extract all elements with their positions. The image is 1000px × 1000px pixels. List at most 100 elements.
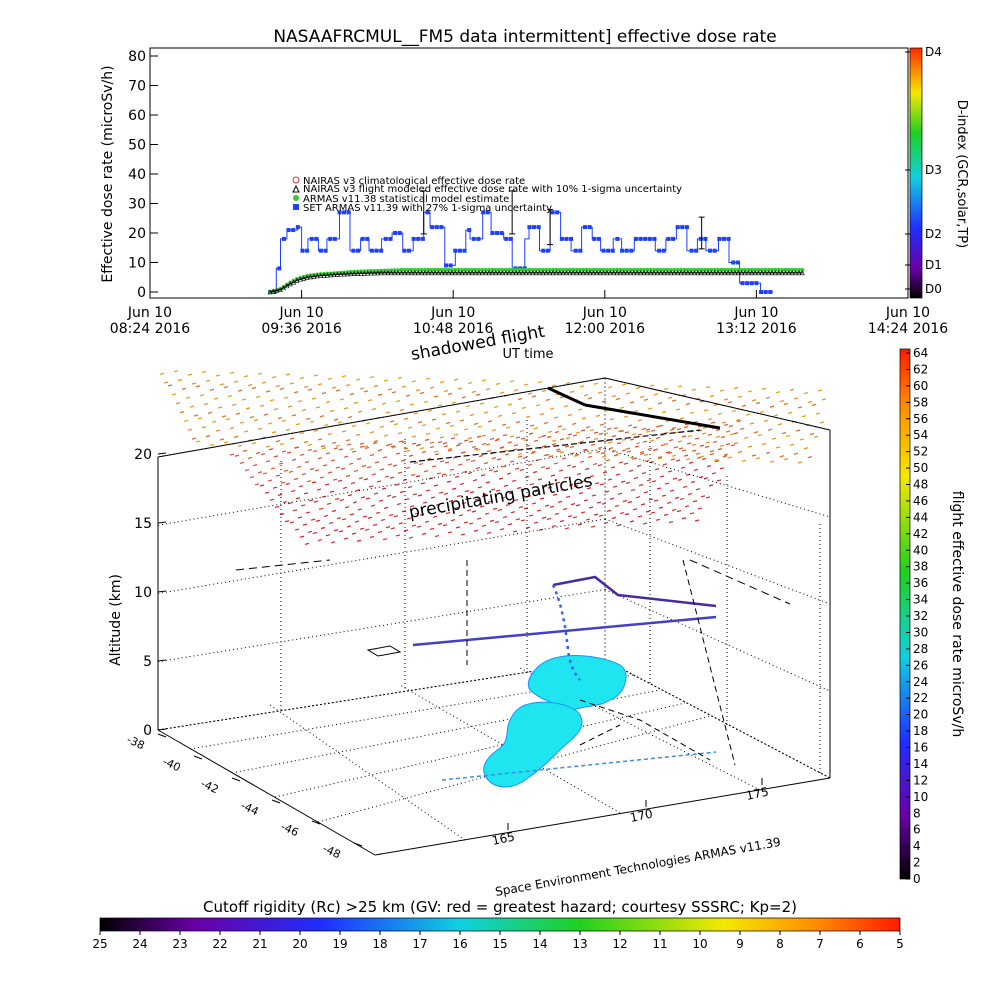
precip-dash (555, 481, 561, 484)
legend-marker-nairas-flight (292, 184, 300, 193)
precip-dash (498, 477, 504, 480)
precip-dash (683, 454, 689, 457)
precip-dash (389, 476, 395, 479)
precip-dash (304, 460, 310, 464)
nairas-point (378, 270, 384, 276)
precip-dash (307, 530, 313, 533)
armas-model-point (426, 267, 431, 272)
nairas-point (678, 270, 684, 276)
precip-dash (735, 418, 741, 422)
precip-dash (354, 520, 360, 523)
armas-model-point (436, 267, 441, 272)
precip-dash (311, 397, 317, 400)
armas-data-point (504, 236, 509, 241)
legend-nairas-clim: NAIRAS v3 climatological effective dose … (303, 176, 525, 187)
nairas-point (668, 270, 674, 276)
precip-dash (295, 423, 301, 426)
precip-dash (459, 482, 465, 486)
precip-dash (175, 402, 181, 405)
cutoff-tick-label: 19 (332, 937, 347, 951)
nairas-point (665, 270, 671, 276)
flight-track-low (412, 615, 717, 647)
precip-dash (695, 452, 701, 455)
precip-dash (239, 421, 245, 424)
armas-data-point (754, 281, 759, 286)
armas-data-point (527, 225, 532, 230)
nairas-point (729, 270, 735, 276)
precip-dash (447, 447, 453, 451)
y-tick-label: 30 (128, 197, 146, 213)
precip-dash (314, 469, 320, 472)
precip-dash (536, 509, 542, 512)
precip-dash (459, 419, 465, 422)
precip-dash (527, 392, 533, 395)
precip-dash (546, 517, 552, 520)
precip-dash (483, 411, 489, 414)
armas-data-point (647, 236, 652, 241)
nairas-point (543, 270, 549, 276)
precip-dash (465, 458, 471, 461)
armas-model-point (510, 267, 515, 272)
precip-dash (577, 523, 583, 526)
precip-dash (723, 453, 729, 456)
precip-dash (508, 491, 514, 495)
nairas-point (752, 270, 758, 276)
precip-dash (280, 481, 286, 484)
armas-data-point (703, 236, 708, 241)
precip-dash (709, 450, 715, 453)
armas-model-point (763, 267, 768, 272)
nairas-point (345, 271, 350, 277)
precip-dash (453, 433, 459, 436)
precip-dash (463, 521, 469, 524)
precip-dash (559, 396, 565, 399)
precip-dash (674, 496, 680, 499)
precip-dash (455, 526, 461, 529)
nairas-point (732, 270, 738, 276)
armas-data-point (601, 248, 606, 253)
armas-model-point (396, 268, 401, 273)
precip-dash (351, 450, 357, 453)
precip-dash (425, 489, 431, 492)
precip-dash (403, 447, 409, 450)
cutoff-tick-label: 21 (252, 937, 267, 951)
armas-data-point (406, 248, 411, 253)
precip-dash (499, 528, 505, 531)
cutoff-tick-label: 8 (776, 937, 784, 951)
precip-dash (418, 462, 424, 466)
armas-data-point (453, 248, 458, 253)
precip-dash (359, 442, 365, 445)
precip-dash (478, 454, 484, 458)
armas-model-point (537, 267, 542, 272)
precip-dash (676, 428, 682, 431)
precip-dash (519, 429, 525, 433)
nairas-point (611, 270, 617, 276)
precip-dash (737, 450, 743, 454)
precip-dash (475, 448, 481, 452)
precip-dash (393, 423, 399, 426)
precip-dash (336, 517, 342, 520)
precip-dash (767, 428, 773, 431)
precip-dash (593, 382, 599, 385)
precip-dash (583, 499, 589, 502)
precip-dash (488, 469, 494, 472)
precip-dash (300, 504, 306, 507)
nairas-point (385, 270, 391, 276)
precip-dash (307, 443, 313, 446)
precip-dash (307, 448, 313, 451)
armas-model-point (746, 267, 751, 272)
precip-dash (389, 420, 395, 423)
precip-dash (638, 484, 644, 487)
nairas-point (365, 270, 371, 276)
precip-dash (709, 394, 715, 398)
armas-model-point (668, 267, 673, 272)
precip-dash (692, 500, 698, 503)
precip-dash (569, 452, 575, 455)
nairas-point (634, 270, 640, 276)
precip-dash (668, 439, 674, 442)
precip-dash (817, 389, 823, 392)
precip-dash (699, 444, 705, 447)
precip-dash (547, 430, 553, 433)
precip-dash (341, 375, 347, 378)
dindex-tick-label: D1 (925, 258, 942, 272)
